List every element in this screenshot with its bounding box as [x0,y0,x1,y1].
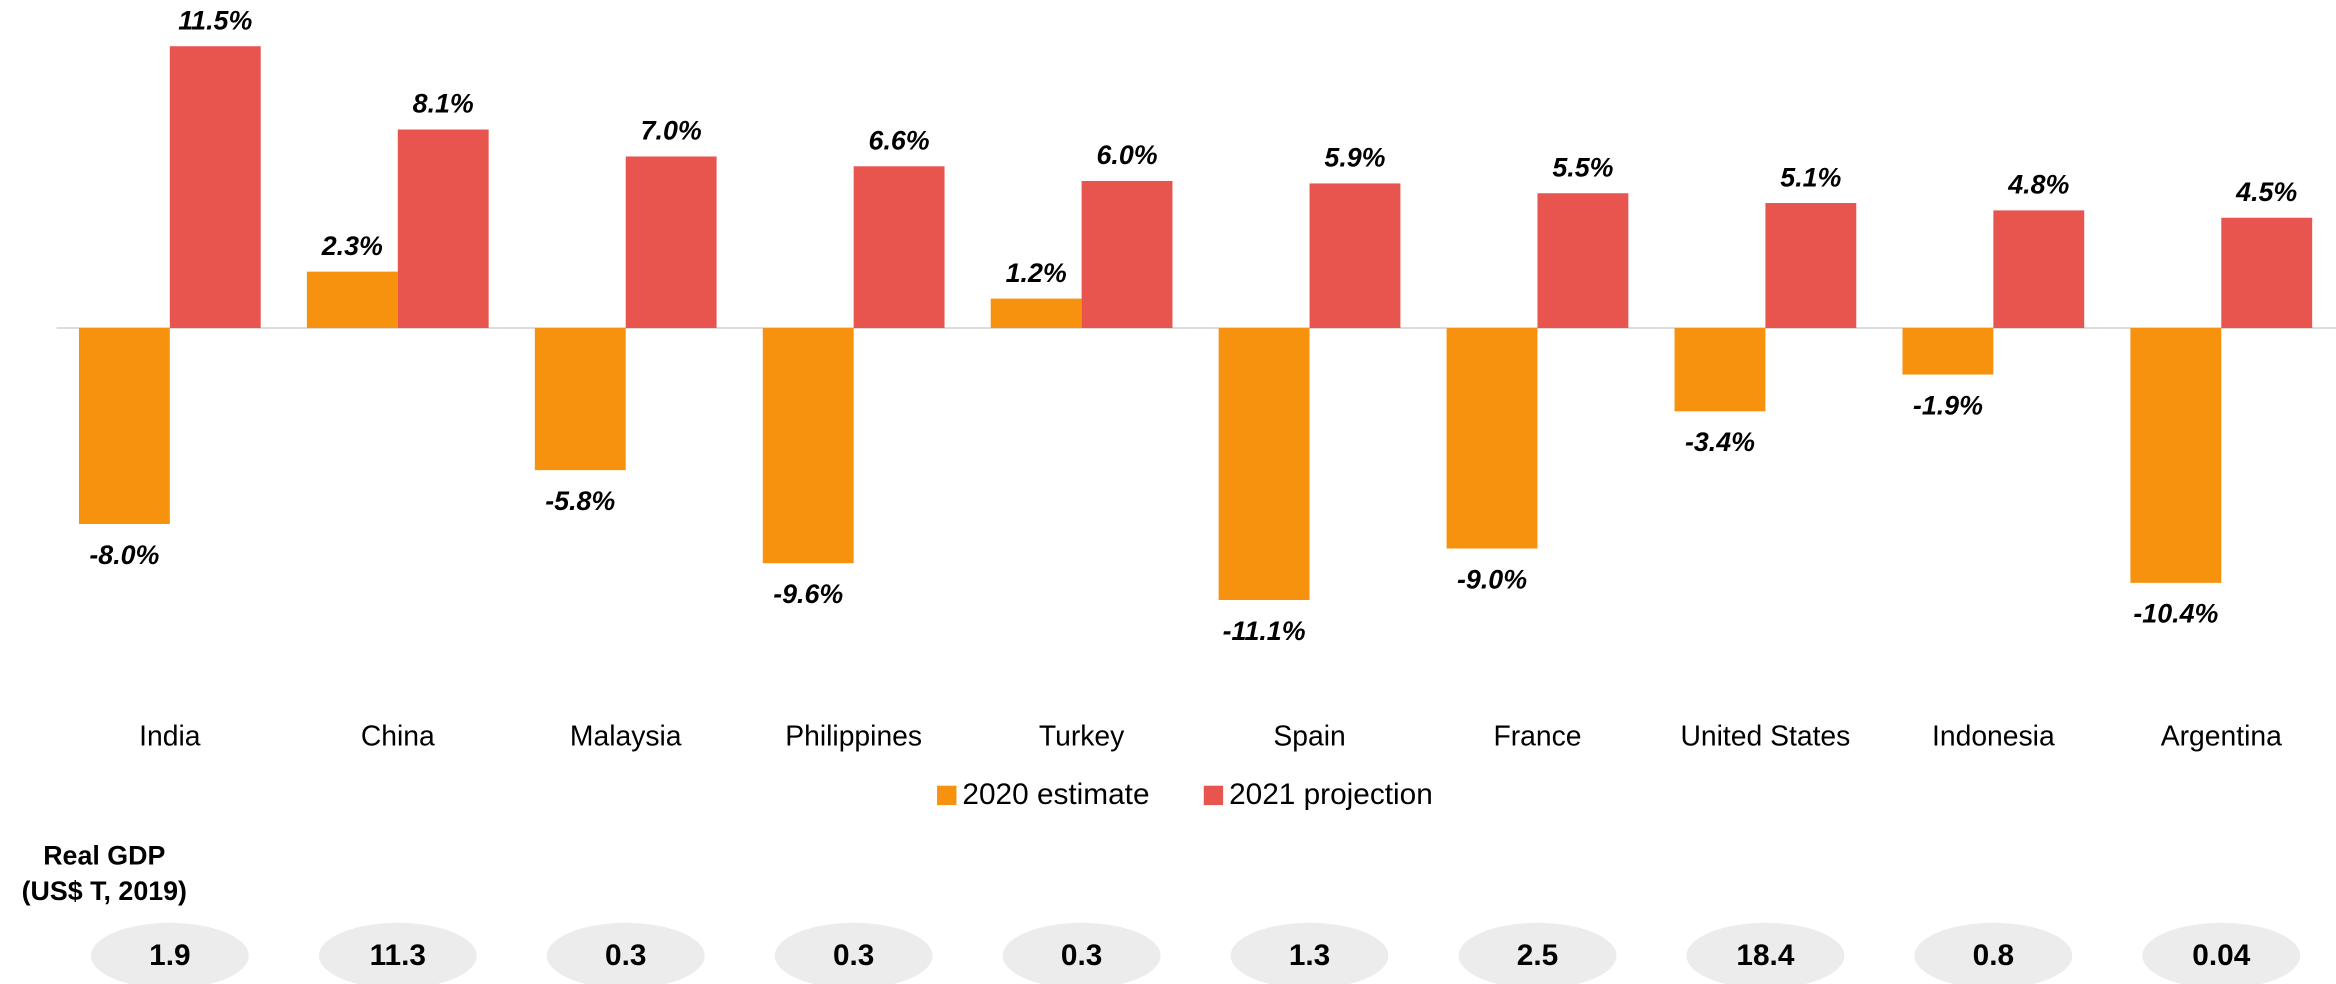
bar [762,327,854,564]
value-label: -11.1% [1223,616,1306,646]
gdp-row-label: Real GDP [43,840,165,870]
bar [2130,327,2222,583]
bar [853,166,945,328]
bar [397,129,489,328]
x-tick-label: India [139,719,201,751]
gdp-row-label: (US$ T, 2019) [22,876,187,906]
bar [1993,210,2085,328]
x-tick-label: France [1493,719,1581,751]
gdp-pill [1002,922,1161,984]
bar [1081,180,1173,328]
gdp-value: 0.3 [1061,939,1102,972]
value-label: 8.1% [413,89,474,119]
value-label: 2.3% [321,231,383,261]
value-label: 6.6% [869,125,930,155]
legend-label: 2020 estimate [962,778,1149,811]
value-label: 7.0% [641,116,702,146]
x-tick-label: United States [1680,719,1850,751]
gdp-pill [1686,922,1845,984]
legend-swatch [1203,785,1224,806]
gdp-value: 18.4 [1736,939,1794,972]
value-label: 4.5% [2235,177,2297,207]
x-tick-label: Malaysia [570,719,682,751]
bar [2221,217,2313,328]
gdp-value: 0.04 [2192,939,2250,972]
value-label: 6.0% [1096,140,1157,170]
gdp-pill [1230,922,1389,984]
bar [1674,327,1766,412]
x-tick-label: Indonesia [1932,719,2055,751]
gdp-value: 0.3 [833,939,874,972]
value-label: 5.9% [1324,143,1385,173]
gdp-value: 1.9 [149,939,190,972]
gdp-pill [90,922,249,984]
x-tick-label: Turkey [1039,719,1125,751]
gdp-pill [1458,922,1617,984]
gdp-value: 11.3 [370,939,426,972]
value-label: -10.4% [2133,599,2218,629]
bar [78,327,170,525]
x-tick-label: Argentina [2161,719,2282,751]
gdp-pill [546,922,705,984]
bar [169,46,261,328]
gdp-value: 0.3 [605,939,646,972]
gdp-value: 0.8 [1973,939,2014,972]
bar [1902,327,1994,375]
value-label: -8.0% [89,540,159,570]
value-label: 11.5% [178,5,252,35]
bar [625,156,717,328]
value-label: 5.1% [1780,162,1841,192]
bar [990,298,1082,328]
bar [1765,203,1857,328]
legend-swatch [937,785,957,806]
value-label: -3.4% [1685,427,1755,457]
bar [1218,327,1310,600]
gdp-pill [1914,922,2073,984]
bar [1446,327,1538,549]
legend-label: 2021 projection [1229,778,1433,811]
bar [1537,193,1629,328]
gdp-value: 1.3 [1289,939,1330,972]
bar [306,271,398,328]
bar [1309,183,1401,328]
gdp-pill [774,922,933,984]
chart-area: India -8.0% 11.5% China 2.3% 8.1% Malaysia -5.8… [22,5,2336,984]
value-label: -9.0% [1457,564,1527,594]
value-label: 1.2% [1006,258,1067,288]
x-tick-label: Philippines [785,719,922,751]
bar [534,327,626,471]
value-label: -5.8% [545,486,615,516]
value-label: -9.6% [773,579,843,609]
x-tick-label: Spain [1273,719,1345,751]
x-tick-label: China [361,719,435,751]
gdp-value: 2.5 [1517,939,1558,972]
gdp-pill [2142,922,2301,984]
value-label: 5.5% [1552,152,1613,182]
value-label: -1.9% [1913,390,1983,420]
value-label: 4.8% [2007,170,2069,200]
gdp-pill [318,922,477,984]
